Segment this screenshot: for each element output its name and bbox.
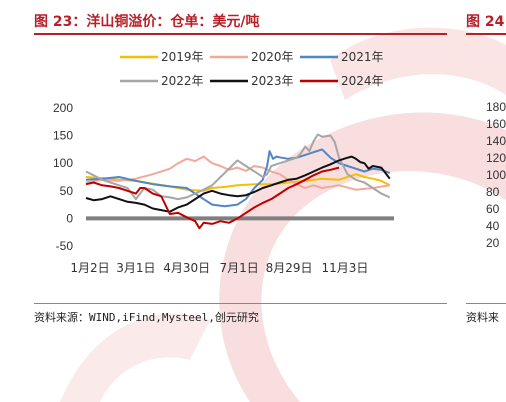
y-tick-label: 100 [53, 156, 73, 170]
series-line-2021年 [85, 148, 391, 208]
x-tick-label: 7月1日 [220, 261, 259, 275]
legend-label: 2022年 [161, 74, 204, 88]
next-chart-y-tick: 80 [486, 185, 500, 199]
premium-line-chart: -50 0 50 100 150 200 1月2日 3月1日 4月30日 7月1日 8月29日 11月… [53, 50, 394, 275]
source-note: 资料来源：WIND,iFind,Mysteel,创元研究 [34, 311, 259, 324]
next-chart-y-tick: 140 [486, 134, 506, 148]
next-chart-y-tick: 180 [486, 100, 506, 114]
x-tick-label: 8月29日 [266, 261, 313, 275]
series-line-2019年 [85, 173, 391, 192]
x-tick-label: 4月30日 [163, 261, 210, 275]
legend-label: 2019年 [161, 50, 204, 64]
next-source-rule [466, 303, 506, 304]
next-source-note: 资料来 [466, 311, 499, 324]
series-line-2024年 [85, 166, 340, 230]
legend-label: 2021年 [341, 50, 384, 64]
next-chart-y-tick: 100 [486, 168, 506, 182]
y-tick-label: 200 [53, 101, 73, 115]
next-figure-title: 图 24 [466, 14, 505, 30]
legend-label: 2020年 [251, 50, 294, 64]
figure-title: 图 23：洋山铜溢价：仓单：美元/吨 [34, 14, 260, 30]
series-line-2020年 [85, 155, 390, 191]
y-tick-label: 0 [66, 211, 73, 225]
y-tick-label: -50 [56, 239, 74, 253]
next-chart-y-tick: 120 [486, 151, 506, 165]
next-chart-y-tick: 60 [486, 202, 500, 216]
x-tick-label: 3月1日 [116, 261, 155, 275]
y-tick-label: 50 [60, 184, 74, 198]
next-title-rule [466, 33, 506, 35]
series-line-2022年 [85, 133, 391, 201]
x-tick-label: 11月3日 [321, 261, 368, 275]
series-line-2023年 [85, 155, 391, 213]
source-rule [34, 303, 447, 304]
next-chart-y-tick: 160 [486, 117, 506, 131]
legend-label: 2024年 [341, 74, 384, 88]
legend-label: 2023年 [251, 74, 294, 88]
next-chart-y-tick: 40 [486, 219, 500, 233]
y-tick-label: 150 [53, 129, 73, 143]
title-rule [34, 33, 447, 35]
next-chart-y-tick: 20 [486, 236, 500, 250]
x-tick-label: 1月2日 [70, 261, 109, 275]
